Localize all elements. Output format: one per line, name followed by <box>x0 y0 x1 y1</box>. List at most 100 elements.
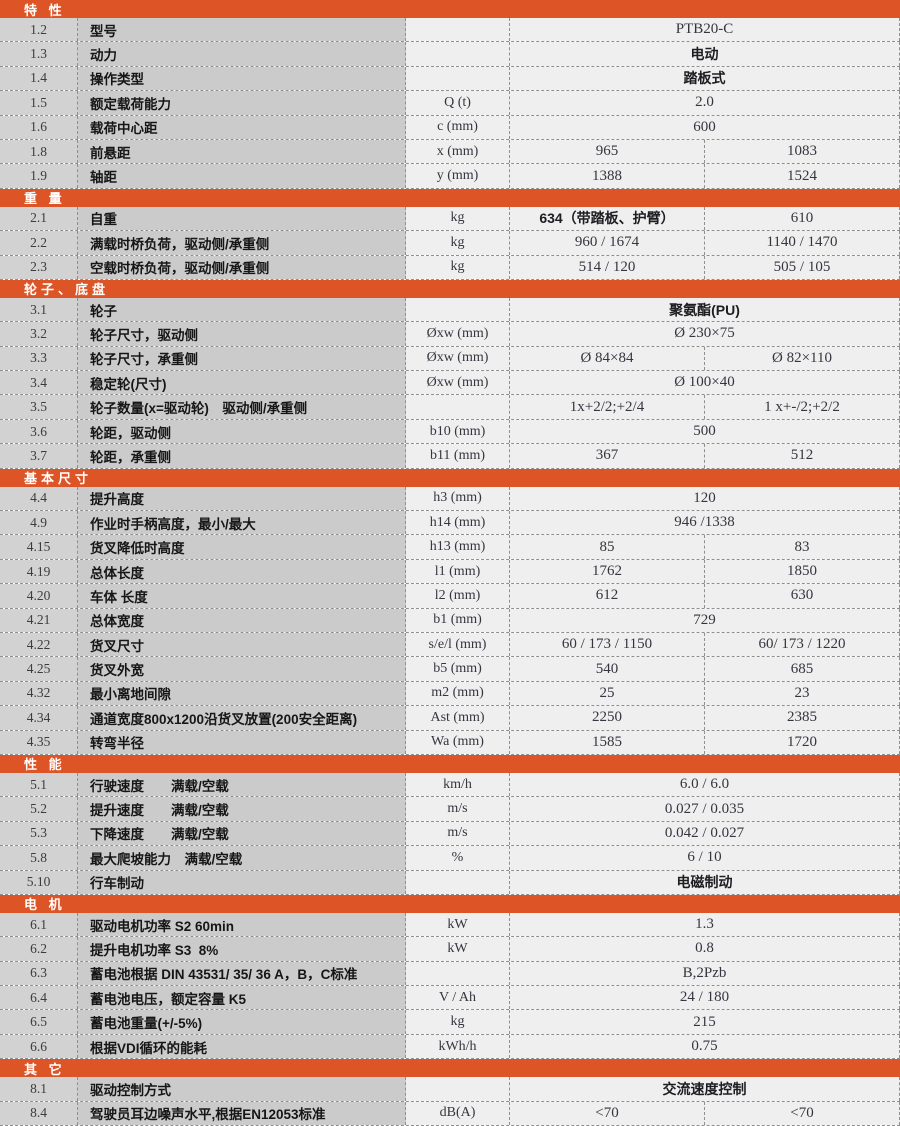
row-value-1: 514 / 120 <box>510 255 705 279</box>
row-unit: m2 (mm) <box>406 681 510 706</box>
row-number: 4.34 <box>0 706 78 730</box>
row-number: 2.3 <box>0 255 78 279</box>
row-value-span: 729 <box>510 608 900 632</box>
row-value-1: <70 <box>510 1101 705 1126</box>
table-row: 2.1 自重 kg 634（带踏板、护臂） 610 <box>0 206 900 232</box>
row-value-span: 聚氨酯(PU) <box>510 297 900 322</box>
table-row: 8.4 驾驶员耳边噪声水平,根据EN12053标准 dB(A) <70 <70 <box>0 1101 900 1126</box>
row-description: 车体 长度 <box>78 584 406 608</box>
row-description: 轮距，承重侧 <box>78 444 406 468</box>
table-row: 4.25 货叉外宽 b5 (mm) 540 685 <box>0 657 900 682</box>
row-unit: b10 (mm) <box>406 419 510 444</box>
table-row: 4.35 转弯半径 Wa (mm) 1585 1720 <box>0 730 900 755</box>
row-unit <box>406 395 510 419</box>
row-number: 4.9 <box>0 511 78 535</box>
row-value-span: 6.0 / 6.0 <box>510 772 900 797</box>
table-row: 5.8 最大爬坡能力 满载/空载% 6 / 10 <box>0 846 900 871</box>
row-number: 6.5 <box>0 1010 78 1034</box>
row-number: 5.2 <box>0 797 78 821</box>
table-row: 3.6 轮距，驱动侧 b10 (mm) 500 <box>0 419 900 445</box>
row-value-1: 1388 <box>510 164 705 188</box>
row-value-2: 630 <box>705 584 900 608</box>
row-number: 4.25 <box>0 657 78 681</box>
row-unit: kg <box>406 206 510 231</box>
row-unit: Q (t) <box>406 91 510 115</box>
row-value-2: 60/ 173 / 1220 <box>705 632 900 657</box>
row-number: 6.3 <box>0 961 78 986</box>
row-unit <box>406 870 510 894</box>
row-number: 5.10 <box>0 870 78 894</box>
row-number: 4.32 <box>0 681 78 706</box>
row-value-2: 1850 <box>705 559 900 584</box>
row-unit: dB(A) <box>406 1101 510 1126</box>
row-value-span: 600 <box>510 115 900 139</box>
row-description: 前悬距 <box>78 139 406 164</box>
row-description: 提升高度 <box>78 486 406 511</box>
row-description: 下降速度 满载/空载 <box>78 821 406 846</box>
row-value-span: PTB20-C <box>510 18 900 42</box>
table-row: 5.10 行车制动 电磁制动 <box>0 870 900 895</box>
row-value-span: 踏板式 <box>510 66 900 91</box>
row-number: 2.1 <box>0 206 78 231</box>
row-unit: h13 (mm) <box>406 535 510 559</box>
table-row: 6.4 蓄电池电压，额定容量 K5 V / Ah 24 / 180 <box>0 986 900 1011</box>
row-number: 3.7 <box>0 444 78 468</box>
row-number: 3.4 <box>0 371 78 395</box>
row-description: 载荷中心距 <box>78 115 406 139</box>
row-value-1: 25 <box>510 681 705 706</box>
row-description: 最大爬坡能力 满载/空载 <box>78 846 406 870</box>
row-value-2: 512 <box>705 444 900 468</box>
table-row: 2.2 满载时桥负荷，驱动侧/承重侧 kg 960 / 1674 1140 / 1470 <box>0 231 900 256</box>
row-description: 轮子尺寸，驱动侧 <box>78 322 406 346</box>
row-value-2: 2385 <box>705 706 900 730</box>
table-row: 8.1 驱动控制方式 交流速度控制 <box>0 1077 900 1102</box>
row-description: 总体长度 <box>78 559 406 584</box>
row-unit: kg <box>406 1010 510 1034</box>
row-unit <box>406 18 510 42</box>
row-value-span: 24 / 180 <box>510 986 900 1010</box>
row-value-1: 367 <box>510 444 705 468</box>
row-description: 轮子尺寸，承重侧 <box>78 346 406 371</box>
section-header: 特 性 <box>0 0 900 18</box>
row-number: 4.4 <box>0 486 78 511</box>
row-number: 4.22 <box>0 632 78 657</box>
row-number: 5.3 <box>0 821 78 846</box>
row-number: 5.8 <box>0 846 78 870</box>
row-description: 蓄电池电压，额定容量 K5 <box>78 986 406 1010</box>
row-number: 6.6 <box>0 1034 78 1059</box>
row-value-span: 电动 <box>510 42 900 66</box>
row-value-2: <70 <box>705 1101 900 1126</box>
row-number: 8.1 <box>0 1077 78 1101</box>
row-number: 1.5 <box>0 91 78 115</box>
row-unit: Ast (mm) <box>406 706 510 730</box>
row-number: 1.4 <box>0 66 78 91</box>
row-value-2: 1 x+-/2;+2/2 <box>705 395 900 419</box>
row-description: 轴距 <box>78 164 406 188</box>
row-unit: m/s <box>406 821 510 846</box>
row-value-2: 1140 / 1470 <box>705 231 900 255</box>
row-description: 满载时桥负荷，驱动侧/承重侧 <box>78 231 406 255</box>
row-description: 提升速度 满载/空载 <box>78 797 406 821</box>
row-value-2: 1524 <box>705 164 900 188</box>
table-row: 2.3 空载时桥负荷，驱动侧/承重侧 kg 514 / 120 505 / 105 <box>0 255 900 280</box>
row-number: 5.1 <box>0 772 78 797</box>
row-unit: kW <box>406 912 510 937</box>
row-number: 6.1 <box>0 912 78 937</box>
row-number: 3.2 <box>0 322 78 346</box>
row-number: 1.6 <box>0 115 78 139</box>
row-value-2: 83 <box>705 535 900 559</box>
table-row: 3.5 轮子数量(x=驱动轮) 驱动侧/承重侧 1x+2/2;+2/4 1 x+-/2… <box>0 395 900 420</box>
row-unit: V / Ah <box>406 986 510 1010</box>
row-value-1: Ø 84×84 <box>510 346 705 371</box>
row-number: 1.3 <box>0 42 78 66</box>
row-value-1: 60 / 173 / 1150 <box>510 632 705 657</box>
row-value-span: 0.027 / 0.035 <box>510 797 900 821</box>
row-value-1: 1x+2/2;+2/4 <box>510 395 705 419</box>
table-row: 4.21 总体宽度 b1 (mm) 729 <box>0 608 900 633</box>
row-number: 3.3 <box>0 346 78 371</box>
table-row: 5.1 行驶速度 满载/空载 km/h 6.0 / 6.0 <box>0 772 900 798</box>
row-unit: m/s <box>406 797 510 821</box>
row-number: 3.5 <box>0 395 78 419</box>
table-row: 4.19 总体长度 l1 (mm) 1762 1850 <box>0 559 900 585</box>
